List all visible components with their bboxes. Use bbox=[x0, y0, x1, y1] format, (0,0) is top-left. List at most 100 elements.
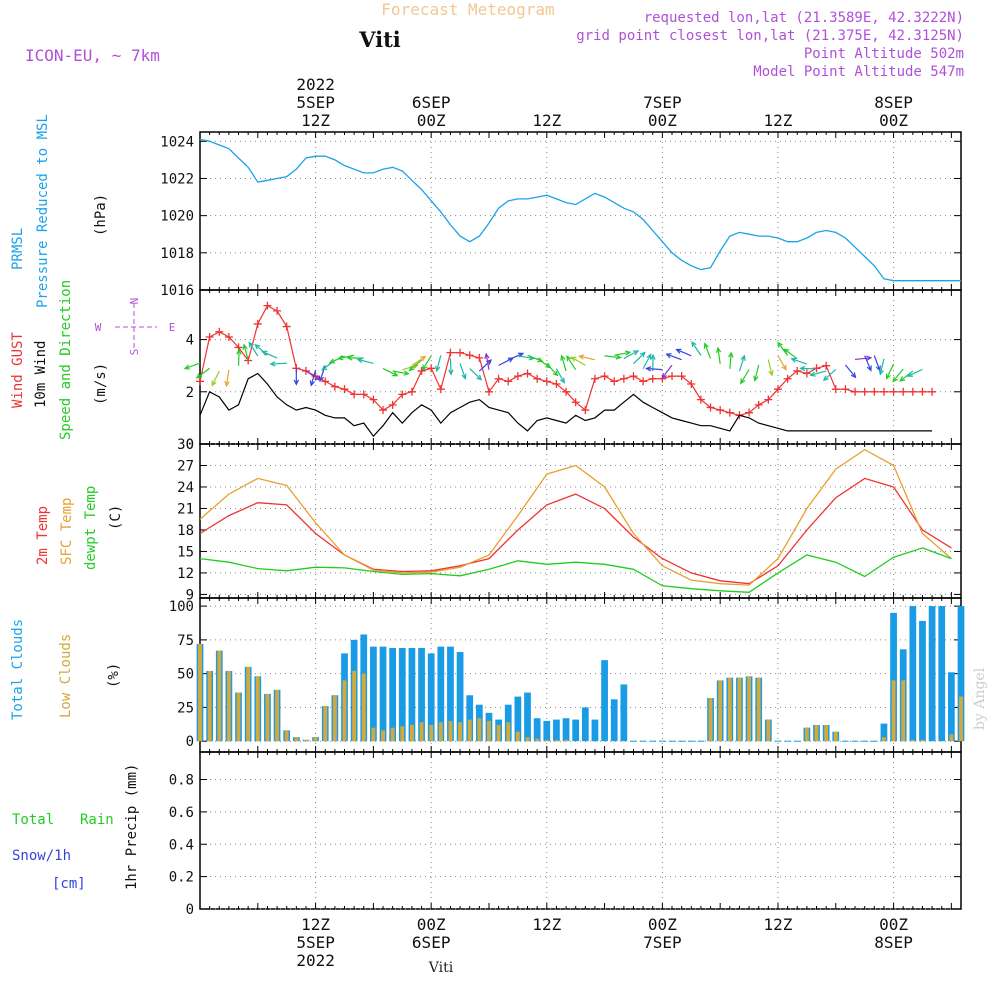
wind-arrow-head bbox=[570, 356, 577, 362]
gust-marker bbox=[773, 385, 782, 394]
gust-marker bbox=[600, 372, 609, 381]
top-axis-label: 12Z bbox=[764, 111, 793, 130]
wind-direction-arrow bbox=[254, 344, 268, 356]
wind-arrow-head bbox=[552, 370, 559, 377]
pressure-label-prmsl: PRMSL bbox=[10, 228, 26, 270]
wind-arrow-head bbox=[484, 352, 490, 359]
wind-direction-arrow bbox=[459, 363, 466, 379]
gust-marker bbox=[379, 406, 388, 415]
low-cloud-bar bbox=[198, 643, 202, 742]
gust-marker bbox=[716, 406, 725, 415]
wind-direction-arrow bbox=[791, 358, 808, 365]
wind-direction-arrow bbox=[704, 343, 712, 359]
wind-direction-arrow bbox=[409, 359, 422, 371]
precip-panel: 0 0.2 0.4 0.6 0.8 bbox=[169, 751, 962, 918]
wind-arrow-head bbox=[632, 350, 640, 356]
wind-arrow-head bbox=[850, 372, 857, 379]
compass-rose-icon: N S W E bbox=[95, 298, 176, 356]
low-cloud-bar bbox=[255, 676, 260, 742]
y-tick-label: 50 bbox=[177, 667, 194, 683]
station-name: Viti bbox=[358, 27, 401, 52]
total-cloud-bar bbox=[562, 718, 570, 742]
precip-label-rain: Rain bbox=[80, 812, 114, 828]
gust-marker bbox=[879, 387, 888, 396]
wind-arrow-head bbox=[392, 371, 399, 377]
y-tick-label: 9 bbox=[186, 587, 194, 603]
wind-direction-arrow bbox=[566, 355, 577, 371]
wind-direction-arrow bbox=[243, 344, 249, 361]
low-cloud-bar bbox=[901, 680, 906, 742]
wind-direction-arrow bbox=[614, 351, 631, 356]
low-cloud-bar bbox=[882, 737, 886, 742]
pressure-label-unit: (hPa) bbox=[93, 194, 109, 236]
wind-arrow-head bbox=[356, 357, 363, 364]
y-tick-label: 12 bbox=[177, 566, 194, 582]
y-tick-label: 1020 bbox=[160, 209, 194, 225]
low-cloud-bar bbox=[304, 739, 308, 742]
series-prmsl bbox=[199, 138, 961, 282]
low-cloud-bar bbox=[766, 719, 771, 742]
wind-direction-arrow bbox=[604, 355, 621, 359]
low-cloud-bar bbox=[506, 722, 511, 742]
point-altitude: Point Altitude 502m bbox=[804, 46, 964, 62]
total-cloud-bar bbox=[957, 606, 965, 742]
wind-direction-arrow bbox=[211, 370, 220, 386]
low-cloud-bar bbox=[275, 689, 279, 742]
wind-labels: Wind GUST 10m Wind Speed and Direction (… bbox=[10, 280, 175, 440]
gust-marker bbox=[899, 387, 908, 396]
y-tick-label: 1016 bbox=[160, 283, 194, 299]
total-cloud-bar bbox=[437, 646, 445, 742]
total-cloud-bar bbox=[514, 696, 522, 742]
wind-arrow-head bbox=[645, 366, 652, 372]
total-cloud-bar bbox=[591, 719, 599, 742]
wind-direction-arrow bbox=[382, 367, 398, 377]
wind-direction-arrow bbox=[729, 352, 732, 369]
wind-direction-arrow bbox=[633, 352, 646, 365]
wind-arrow-head bbox=[224, 380, 230, 388]
gust-marker bbox=[456, 348, 465, 357]
gust-marker bbox=[841, 385, 850, 394]
top-axis-label: 00Z bbox=[648, 111, 677, 130]
y-tick-label: 15 bbox=[177, 544, 194, 560]
wind-direction-arrow bbox=[329, 355, 345, 364]
gust-marker bbox=[687, 379, 696, 388]
wind-arrow-head bbox=[703, 342, 709, 349]
gust-marker bbox=[581, 406, 590, 415]
temp-label-unit: (C) bbox=[108, 505, 124, 530]
precip-label-snow: Snow/1h bbox=[12, 848, 71, 864]
wind-direction-arrow bbox=[854, 357, 872, 361]
low-cloud-bar bbox=[429, 724, 434, 742]
wind-arrow-head bbox=[337, 355, 344, 361]
compass-north: N bbox=[128, 298, 141, 305]
wind-arrow-head bbox=[892, 376, 898, 383]
wind-label-dir: Speed and Direction bbox=[58, 280, 74, 440]
wind-direction-arrow bbox=[646, 367, 663, 371]
panel-frame bbox=[199, 597, 962, 753]
bottom-axis-label: 6SEP bbox=[412, 933, 451, 952]
wind-arrow-head bbox=[448, 369, 454, 376]
low-cloud-bar bbox=[814, 724, 819, 742]
wind-arrow-head bbox=[248, 341, 254, 348]
low-cloud-bar bbox=[400, 726, 405, 742]
low-cloud-bar bbox=[891, 680, 896, 742]
low-cloud-bar bbox=[332, 695, 337, 742]
wind-arrow-head bbox=[269, 361, 276, 367]
gust-marker bbox=[648, 374, 657, 383]
low-cloud-bar bbox=[718, 680, 723, 742]
wind-arrow-head bbox=[566, 355, 572, 362]
total-cloud-bar bbox=[581, 707, 589, 742]
gust-marker bbox=[484, 387, 493, 396]
precip-label-cm: [cm] bbox=[52, 876, 86, 892]
low-cloud-bar bbox=[920, 739, 925, 742]
wind-direction-arrow bbox=[469, 368, 482, 381]
wind-direction-arrow bbox=[555, 368, 565, 383]
low-cloud-bar bbox=[236, 692, 241, 742]
low-cloud-bar bbox=[342, 680, 347, 742]
wind-direction-arrow bbox=[864, 355, 872, 371]
y-tick-label: 2 bbox=[186, 385, 194, 401]
bottom-axis-label: 00Z bbox=[879, 915, 908, 934]
gust-marker bbox=[706, 403, 715, 412]
gust-marker bbox=[696, 395, 705, 404]
low-cloud-bar bbox=[409, 724, 414, 742]
